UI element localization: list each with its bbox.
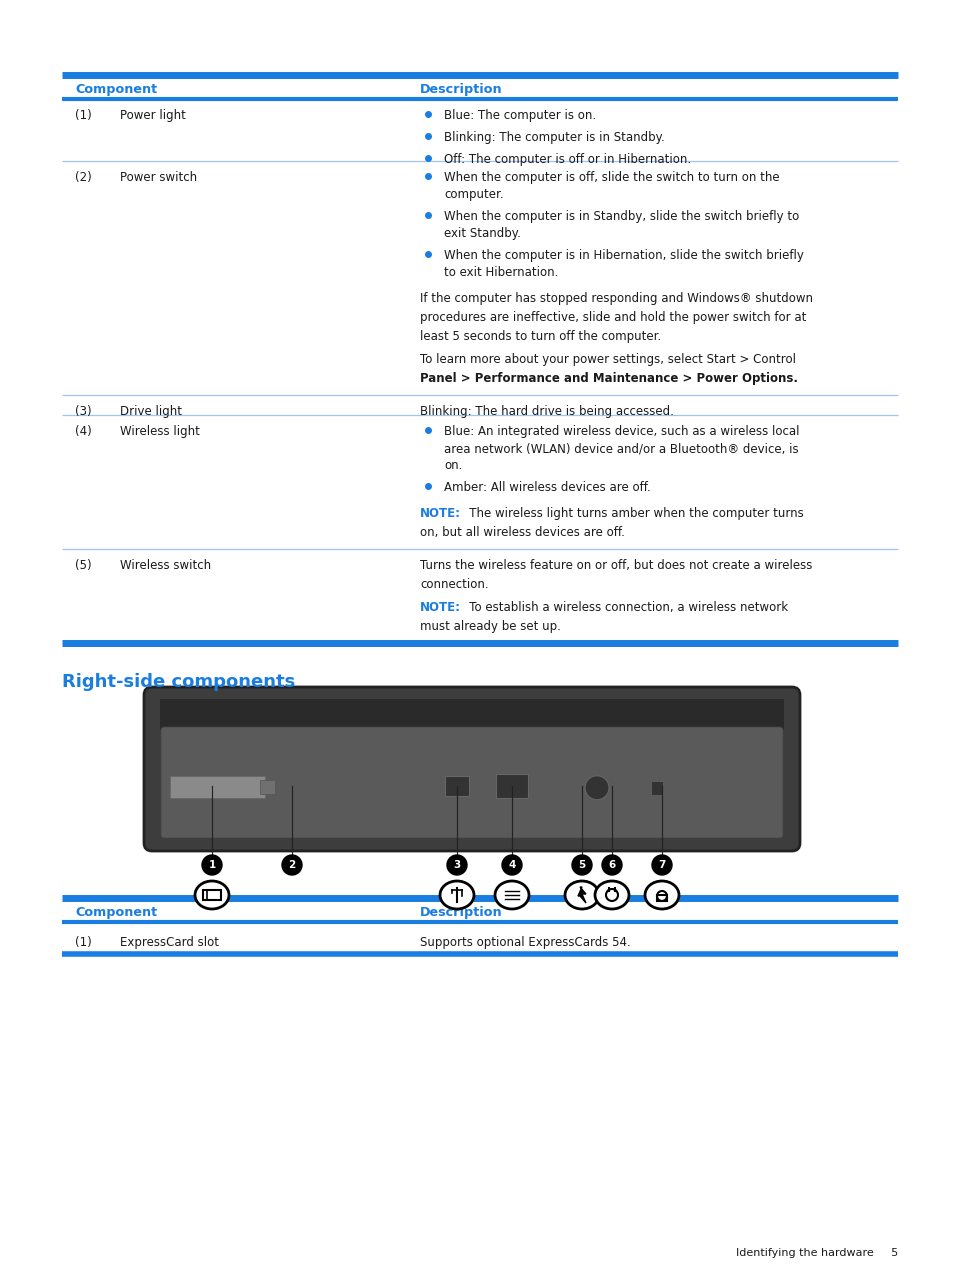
Text: Drive light: Drive light <box>120 405 182 418</box>
Text: 5: 5 <box>578 860 585 870</box>
Bar <box>650 781 662 795</box>
Text: (4): (4) <box>75 425 91 438</box>
Text: on.: on. <box>443 458 462 472</box>
Text: Off: The computer is off or in Hibernation.: Off: The computer is off or in Hibernati… <box>443 152 690 166</box>
FancyBboxPatch shape <box>161 726 782 838</box>
Bar <box>260 780 274 794</box>
Text: Blue: An integrated wireless device, such as a wireless local: Blue: An integrated wireless device, suc… <box>443 425 799 438</box>
Text: To establish a wireless connection, a wireless network: To establish a wireless connection, a wi… <box>457 601 787 613</box>
Text: When the computer is off, slide the switch to turn on the: When the computer is off, slide the swit… <box>443 171 779 184</box>
Ellipse shape <box>282 855 302 875</box>
Bar <box>657 895 666 900</box>
Text: area network (WLAN) device and/or a Bluetooth® device, is: area network (WLAN) device and/or a Blue… <box>443 442 798 455</box>
Text: must already be set up.: must already be set up. <box>419 620 560 632</box>
Ellipse shape <box>572 855 592 875</box>
Text: Blue: The computer is on.: Blue: The computer is on. <box>443 109 596 122</box>
Circle shape <box>584 776 608 800</box>
Text: Component: Component <box>75 906 157 919</box>
Text: Turns the wireless feature on or off, but does not create a wireless: Turns the wireless feature on or off, bu… <box>419 559 812 572</box>
Text: Blinking: The hard drive is being accessed.: Blinking: The hard drive is being access… <box>419 405 673 418</box>
Text: to exit Hibernation.: to exit Hibernation. <box>443 265 558 279</box>
Text: Wireless light: Wireless light <box>120 425 200 438</box>
Text: 1: 1 <box>208 860 215 870</box>
Ellipse shape <box>501 855 521 875</box>
Bar <box>203 890 221 900</box>
Text: 2: 2 <box>288 860 295 870</box>
Bar <box>444 776 469 796</box>
Text: 4: 4 <box>508 860 516 870</box>
Bar <box>496 773 527 798</box>
Text: Description: Description <box>419 906 502 919</box>
Ellipse shape <box>601 855 621 875</box>
Text: connection.: connection. <box>419 578 488 591</box>
Text: Component: Component <box>75 83 157 97</box>
Text: Panel > Performance and Maintenance > Power Options.: Panel > Performance and Maintenance > Po… <box>419 372 797 385</box>
Ellipse shape <box>564 881 598 909</box>
Text: Wireless switch: Wireless switch <box>120 559 211 572</box>
Text: exit Standby.: exit Standby. <box>443 227 520 240</box>
Ellipse shape <box>447 855 467 875</box>
Text: (1): (1) <box>75 109 91 122</box>
Polygon shape <box>578 886 585 903</box>
Text: least 5 seconds to turn off the computer.: least 5 seconds to turn off the computer… <box>419 330 660 343</box>
Ellipse shape <box>202 855 222 875</box>
Text: NOTE:: NOTE: <box>419 601 460 613</box>
Text: If the computer has stopped responding and Windows® shutdown: If the computer has stopped responding a… <box>419 292 812 305</box>
Text: Identifying the hardware     5: Identifying the hardware 5 <box>735 1248 897 1259</box>
Text: 7: 7 <box>658 860 665 870</box>
Text: The wireless light turns amber when the computer turns: The wireless light turns amber when the … <box>457 507 803 519</box>
Text: (2): (2) <box>75 171 91 184</box>
Text: Power light: Power light <box>120 109 186 122</box>
Text: 3: 3 <box>453 860 460 870</box>
Text: ExpressCard slot: ExpressCard slot <box>120 936 219 949</box>
Text: When the computer is in Standby, slide the switch briefly to: When the computer is in Standby, slide t… <box>443 210 799 224</box>
Text: (1): (1) <box>75 936 91 949</box>
Text: Supports optional ExpressCards 54.: Supports optional ExpressCards 54. <box>419 936 630 949</box>
Text: Description: Description <box>419 83 502 97</box>
Ellipse shape <box>595 881 628 909</box>
Text: (5): (5) <box>75 559 91 572</box>
Text: (3): (3) <box>75 405 91 418</box>
Text: procedures are ineffective, slide and hold the power switch for at: procedures are ineffective, slide and ho… <box>419 311 805 324</box>
Ellipse shape <box>495 881 529 909</box>
Text: on, but all wireless devices are off.: on, but all wireless devices are off. <box>419 526 624 538</box>
Bar <box>170 776 265 798</box>
Text: When the computer is in Hibernation, slide the switch briefly: When the computer is in Hibernation, sli… <box>443 249 803 262</box>
Ellipse shape <box>439 881 474 909</box>
Ellipse shape <box>194 881 229 909</box>
Text: NOTE:: NOTE: <box>419 507 460 519</box>
FancyBboxPatch shape <box>144 687 800 851</box>
Ellipse shape <box>651 855 671 875</box>
Text: Right-side components: Right-side components <box>62 673 294 691</box>
Text: Blinking: The computer is in Standby.: Blinking: The computer is in Standby. <box>443 131 664 144</box>
Text: computer.: computer. <box>443 188 503 201</box>
Text: Power switch: Power switch <box>120 171 197 184</box>
Text: 6: 6 <box>608 860 615 870</box>
Bar <box>160 698 783 730</box>
Ellipse shape <box>644 881 679 909</box>
Text: To learn more about your power settings, select Start > Control: To learn more about your power settings,… <box>419 353 795 366</box>
Text: Amber: All wireless devices are off.: Amber: All wireless devices are off. <box>443 481 650 494</box>
